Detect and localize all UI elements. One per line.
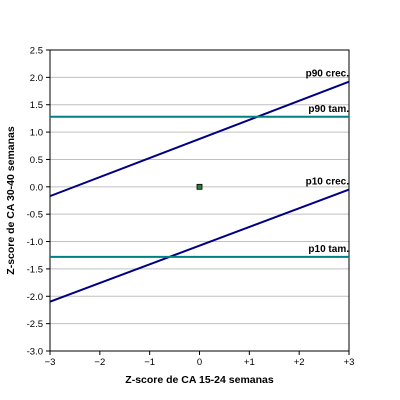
series-line bbox=[49, 188, 350, 303]
series-label: p10 crec. bbox=[306, 177, 350, 188]
y-tick-label: -1.5 bbox=[27, 264, 43, 275]
series-label: p10 tam. bbox=[308, 244, 349, 255]
points-layer bbox=[196, 183, 203, 190]
series-line bbox=[49, 80, 350, 198]
y-tick-label: -3.0 bbox=[27, 347, 43, 358]
plot-frame bbox=[49, 49, 350, 352]
series-labels: p90 crec. p90 tam. p10 crec. p10 tam. bbox=[306, 69, 350, 255]
y-tick-label: 0.0 bbox=[30, 182, 43, 193]
y-tick-label: -0.5 bbox=[27, 210, 43, 221]
y-tick-label: 1.5 bbox=[30, 100, 43, 111]
x-tick-label: −1 bbox=[144, 357, 155, 368]
grid-lines bbox=[50, 49, 349, 352]
x-tick-label: −3 bbox=[45, 357, 56, 368]
y-tick-label: -2.5 bbox=[27, 319, 43, 330]
series-label: p90 tam. bbox=[308, 104, 349, 115]
y-axis-title: Z-score de CA 30-40 semanas bbox=[5, 126, 17, 275]
x-tick-label: −2 bbox=[94, 357, 105, 368]
y-tick-label: 2.5 bbox=[30, 46, 43, 57]
y-tick-label: 1.0 bbox=[30, 128, 43, 139]
y-tick-label: -1.0 bbox=[27, 237, 43, 248]
y-axis-ticks: 2.5 2.0 1.5 1.0 0.5 0.0 -0.5 -1.0 -1.5 -2.0 -2.5 -3… bbox=[27, 46, 50, 358]
series-layer bbox=[49, 80, 350, 303]
x-tick-label: +1 bbox=[244, 357, 255, 368]
x-tick-label: +2 bbox=[294, 357, 305, 368]
series-label: p90 crec. bbox=[306, 69, 350, 80]
x-tick-label: +3 bbox=[344, 357, 355, 368]
y-tick-label: 0.5 bbox=[30, 155, 43, 166]
x-tick-label: 0 bbox=[197, 357, 202, 368]
x-axis-ticks: −3 −2 −1 0 +1 +2 +3 bbox=[45, 351, 355, 368]
y-tick-label: -2.0 bbox=[27, 292, 43, 303]
y-tick-label: 2.0 bbox=[30, 73, 43, 84]
data-point bbox=[196, 183, 203, 190]
x-axis-title: Z-score de CA 15-24 semanas bbox=[125, 374, 274, 386]
